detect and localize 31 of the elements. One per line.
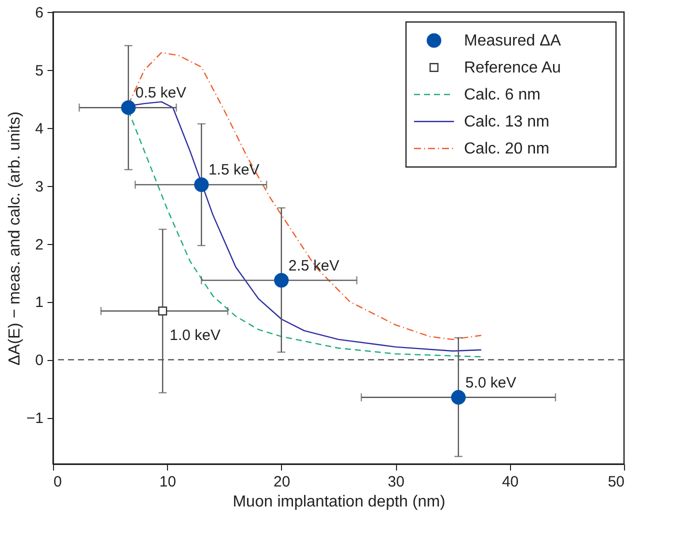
- annotation: 5.0 keV: [465, 374, 516, 392]
- y-tick-label: 5: [35, 62, 44, 80]
- y-tick-label: 2: [35, 236, 44, 254]
- x-axis-title: Muon implantation depth (nm): [232, 494, 446, 510]
- y-tick-label: 1: [35, 294, 44, 312]
- x-tick-label: 10: [159, 474, 176, 490]
- point: [121, 100, 136, 115]
- legend-label: Measured ΔA: [464, 32, 562, 50]
- y-axis-title: ΔA(E) − meas. and calc. (arb. units): [6, 112, 24, 366]
- y-tick-label: 4: [35, 120, 44, 138]
- point: [194, 177, 209, 192]
- x-tick-label: 40: [502, 474, 519, 490]
- annotation: 1.0 keV: [170, 327, 221, 344]
- y-tick-label: 6: [35, 4, 44, 22]
- y-tick-label: −1: [26, 410, 44, 428]
- x-tick-label: 20: [274, 474, 290, 490]
- point: [274, 273, 289, 288]
- annotation: 1.5 keV: [208, 162, 260, 179]
- y-tick-label: 0: [35, 352, 44, 370]
- point: [158, 306, 168, 316]
- legend-label: Calc. 13 nm: [464, 114, 550, 130]
- legend-label: Calc. 20 nm: [464, 140, 550, 158]
- x-tick-label: 0: [54, 474, 62, 490]
- x-tick-label: 30: [388, 474, 404, 490]
- point: [451, 390, 466, 405]
- legend-label: Calc. 6 nm: [464, 86, 540, 104]
- legend-label: Reference Au: [464, 60, 561, 76]
- annotation: 0.5 keV: [135, 84, 186, 102]
- x-tick-label: 50: [608, 474, 624, 490]
- y-tick-label: 3: [35, 178, 44, 196]
- annotation: 2.5 keV: [288, 257, 340, 274]
